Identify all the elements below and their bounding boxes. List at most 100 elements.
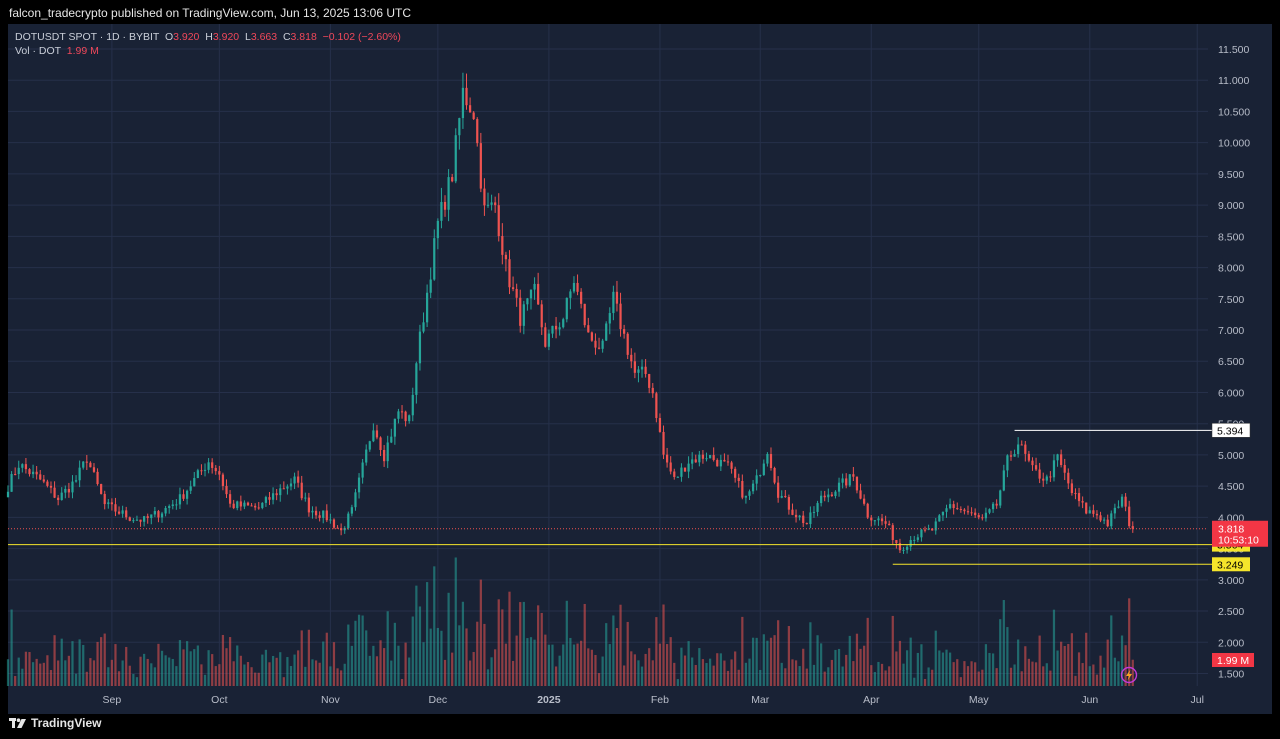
candle: [680, 463, 683, 482]
candle: [125, 506, 128, 520]
volume-bar: [991, 653, 995, 686]
candle: [357, 473, 361, 499]
candle: [737, 473, 740, 488]
candle: [433, 229, 436, 281]
volume-label[interactable]: Vol · DOT: [15, 45, 61, 57]
candle: [551, 325, 554, 338]
candle: [812, 506, 816, 518]
candle: [701, 450, 705, 464]
volume-bar: [228, 637, 232, 686]
volume-bar: [236, 645, 239, 686]
candle: [590, 331, 593, 342]
candle: [920, 528, 923, 542]
svg-text:3.249: 3.249: [1217, 559, 1243, 571]
volume-bar: [275, 657, 278, 686]
candle: [995, 499, 998, 509]
candle: [798, 514, 801, 521]
volume-bar: [984, 644, 988, 686]
candle: [562, 317, 565, 329]
candle: [938, 514, 941, 522]
volume-bar: [773, 635, 776, 686]
svg-text:3.818: 3.818: [1218, 524, 1244, 536]
candle: [1009, 450, 1013, 461]
volume-bar: [1027, 658, 1031, 686]
volume-tag: 1.99 M: [1212, 653, 1254, 667]
candle: [769, 447, 773, 471]
symbol-label[interactable]: DOTUSDT SPOT · 1D · BYBIT: [15, 31, 160, 43]
candle: [386, 435, 389, 469]
chart-area[interactable]: [8, 24, 1272, 714]
candle: [31, 464, 35, 479]
footer-bar: [0, 714, 1280, 739]
candle: [923, 526, 927, 533]
candle: [408, 414, 411, 424]
volume-bar: [261, 654, 264, 686]
candle: [612, 285, 615, 321]
candle: [519, 289, 522, 333]
volume-bar: [551, 644, 554, 686]
candle: [203, 463, 207, 477]
volume-bar: [726, 670, 730, 686]
candle: [458, 117, 461, 150]
candle: [400, 405, 404, 419]
candle: [572, 276, 576, 294]
candle: [214, 465, 217, 475]
change-value: −0.102 (−2.60%): [322, 31, 401, 43]
candle: [640, 359, 644, 378]
candle: [300, 475, 303, 501]
volume-bar: [1020, 671, 1023, 686]
volume-bar: [662, 604, 665, 686]
volume-bar: [769, 637, 773, 686]
candle: [873, 520, 876, 526]
candle: [877, 516, 880, 526]
candle: [1088, 506, 1091, 514]
volume-bar: [357, 614, 361, 686]
tradingview-brand[interactable]: TradingView: [9, 716, 101, 730]
volume-bar: [952, 662, 955, 686]
volume-bar: [1024, 646, 1027, 686]
x-tick-label: Dec: [429, 694, 448, 706]
volume-bar: [472, 652, 475, 686]
candle: [103, 490, 106, 510]
volume-bar: [1128, 598, 1131, 686]
volume-bar: [537, 605, 540, 686]
candle: [218, 465, 221, 481]
volume-bar: [128, 665, 131, 686]
lightning-icon[interactable]: [1120, 666, 1138, 684]
volume-bar: [332, 642, 336, 686]
volume-bar: [777, 620, 780, 686]
volume-bar: [200, 664, 203, 686]
volume-bar: [916, 652, 919, 686]
candle: [383, 445, 386, 467]
volume-bar: [511, 660, 515, 686]
candle: [827, 488, 830, 503]
candle: [1110, 510, 1113, 530]
x-tick-label: Nov: [321, 694, 340, 706]
volume-bar: [1042, 666, 1045, 686]
candle: [820, 490, 823, 507]
volume-bar: [1067, 643, 1070, 686]
candle: [554, 317, 558, 339]
candle: [909, 536, 912, 551]
candle: [494, 196, 497, 213]
y-tick-label: 3.000: [1218, 575, 1244, 587]
volume-bar: [322, 641, 325, 686]
volume-bar: [580, 640, 583, 686]
volume-bar: [39, 663, 42, 686]
candle: [361, 459, 364, 484]
y-tick-label: 10.500: [1218, 106, 1250, 118]
y-tick-label: 2.500: [1218, 606, 1244, 618]
volume-bar: [676, 679, 679, 686]
volume-bar: [708, 658, 712, 686]
candle: [988, 508, 991, 515]
volume-bar: [433, 566, 436, 686]
candle: [834, 490, 837, 499]
candle: [619, 292, 622, 337]
candle: [429, 267, 432, 299]
candle: [332, 518, 336, 530]
volume-bar: [175, 666, 178, 686]
candle: [92, 463, 96, 473]
volume-bar: [716, 653, 719, 686]
volume-bar: [1095, 674, 1099, 686]
